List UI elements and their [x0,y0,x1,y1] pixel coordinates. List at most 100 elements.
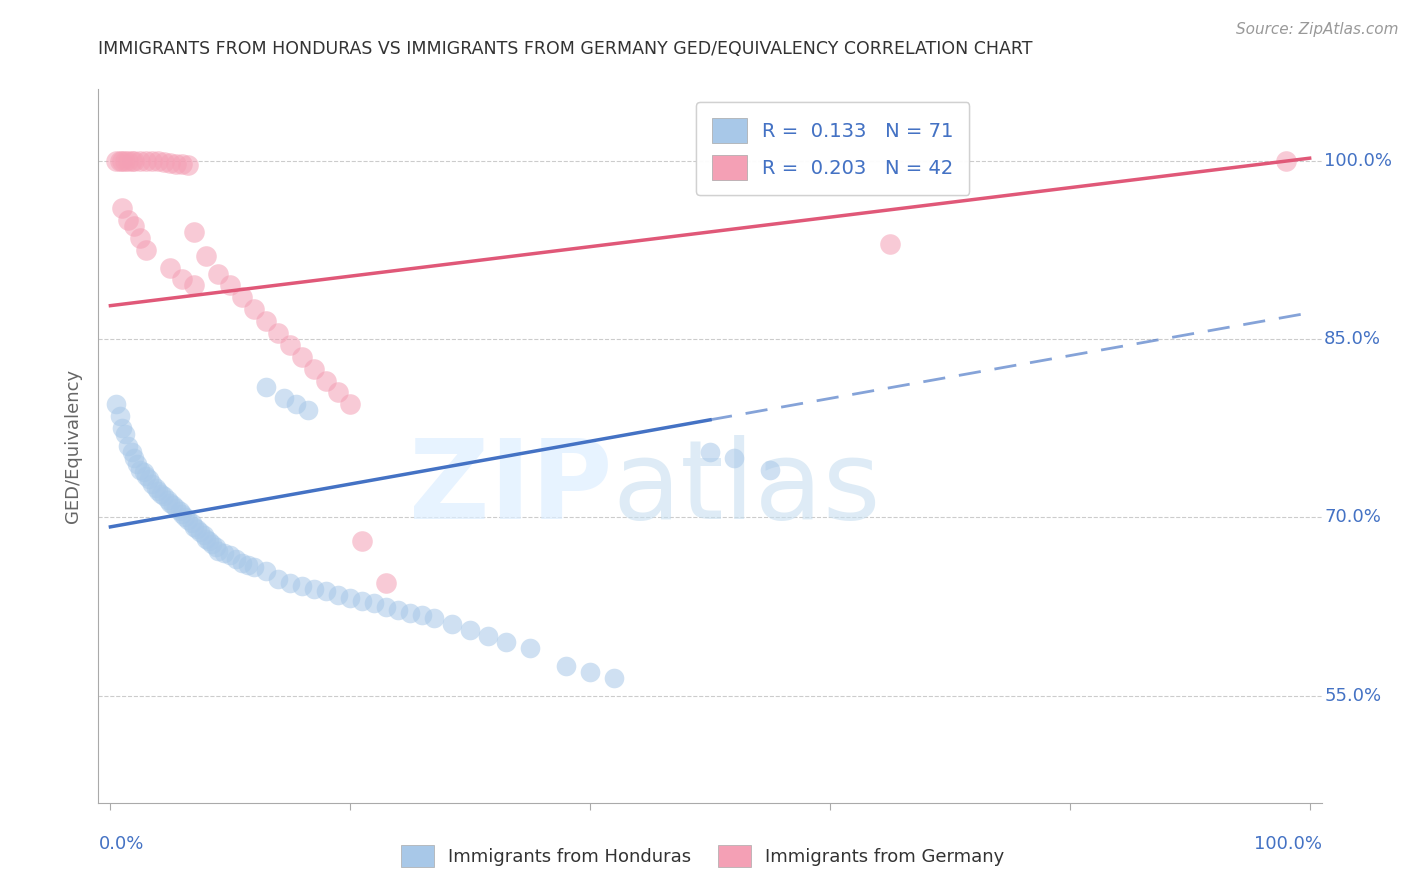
Point [205,540,228,554]
Point [169,504,191,518]
Point [723,450,745,465]
Point [105,397,128,411]
Point [1274,153,1296,168]
Point [375,575,398,590]
Point [114,153,136,168]
Point [231,556,253,570]
Point [278,575,301,590]
Point [165,500,187,515]
Point [162,499,184,513]
Point [197,534,219,549]
Point [254,564,277,578]
Point [411,607,433,622]
Point [238,558,260,572]
Point [254,379,277,393]
Point [148,153,170,168]
Point [375,599,398,614]
Point [149,486,172,500]
Point [111,153,134,168]
Point [193,528,215,542]
Point [129,463,152,477]
Point [291,579,314,593]
Text: 70.0%: 70.0% [1324,508,1381,526]
Point [759,463,782,477]
Point [363,596,385,610]
Point [339,591,361,606]
Point [135,153,157,168]
Point [138,472,160,486]
Point [156,492,179,507]
Legend: Immigrants from Honduras, Immigrants from Germany: Immigrants from Honduras, Immigrants fro… [394,838,1012,874]
Point [352,593,374,607]
Point [879,236,901,251]
Point [121,445,143,459]
Point [129,153,152,168]
Point [141,477,163,491]
Point [699,445,721,459]
Point [328,385,350,400]
Y-axis label: GED/Equivalency: GED/Equivalency [65,369,83,523]
Point [207,267,229,281]
Point [125,457,148,471]
Point [201,536,224,550]
Point [159,260,181,275]
Point [267,326,290,340]
Point [124,450,146,465]
Point [165,157,187,171]
Point [105,153,128,168]
Point [214,546,236,560]
Point [124,153,146,168]
Text: 85.0%: 85.0% [1324,330,1381,348]
Point [108,153,131,168]
Point [153,489,176,503]
Point [225,552,247,566]
Point [603,671,626,685]
Point [117,213,139,227]
Point [181,516,204,531]
Point [148,484,170,499]
Point [519,641,541,656]
Point [243,302,266,317]
Point [121,153,143,168]
Point [207,543,229,558]
Point [231,290,253,304]
Point [135,468,157,483]
Point [172,272,194,286]
Point [339,397,361,411]
Point [108,409,131,424]
Text: Source: ZipAtlas.com: Source: ZipAtlas.com [1236,22,1399,37]
Point [132,465,155,479]
Point [195,249,218,263]
Point [304,361,326,376]
Point [495,635,517,649]
Point [114,427,136,442]
Text: 55.0%: 55.0% [1324,687,1381,705]
Point [477,629,499,643]
Point [219,549,242,563]
Text: 100.0%: 100.0% [1324,152,1392,169]
Point [458,624,481,638]
Point [441,617,464,632]
Point [387,603,409,617]
Point [267,572,290,586]
Legend: R =  0.133   N = 71, R =  0.203   N = 42: R = 0.133 N = 71, R = 0.203 N = 42 [696,103,969,195]
Point [124,219,146,233]
Point [183,225,205,239]
Point [173,510,195,524]
Point [219,278,242,293]
Text: ZIP: ZIP [409,435,612,542]
Point [172,507,194,521]
Point [328,588,350,602]
Point [117,153,139,168]
Point [579,665,602,679]
Text: 100.0%: 100.0% [1254,835,1322,853]
Point [315,584,337,599]
Point [145,481,167,495]
Point [111,201,134,215]
Point [159,156,181,170]
Point [159,496,181,510]
Point [141,153,163,168]
Point [177,513,200,527]
Point [291,350,314,364]
Point [352,534,374,549]
